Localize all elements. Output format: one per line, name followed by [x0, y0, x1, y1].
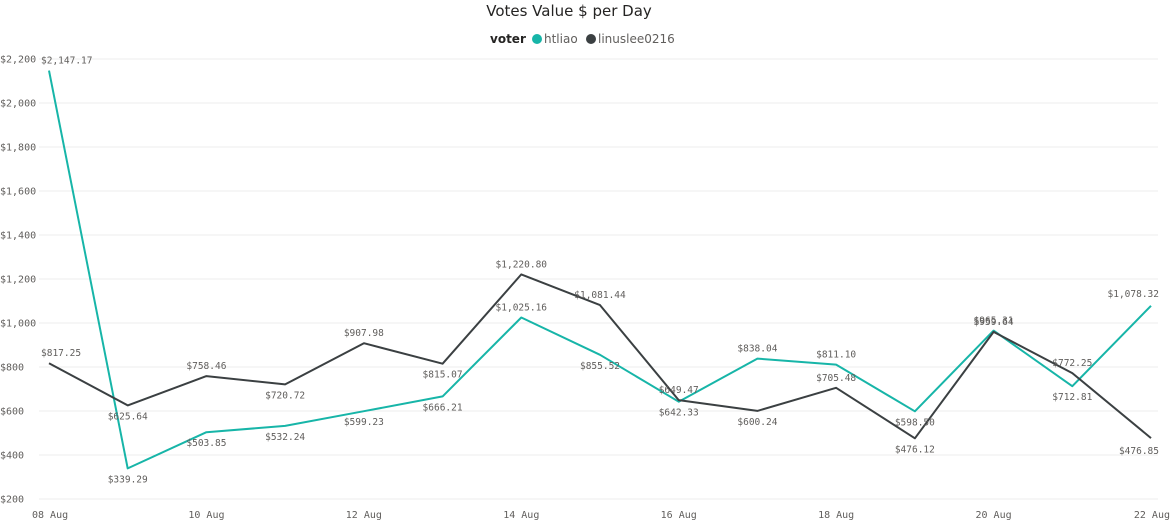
data-label-linuslee0216: $1,220.80 [496, 259, 548, 270]
series-line-htliao[interactable] [48, 70, 1152, 470]
data-label-linuslee0216: $720.72 [265, 390, 305, 401]
y-tick-label: $400 [0, 451, 24, 462]
data-labels: $2,147.17 $339.29 $503.85 $532.24 $599.23 $66… [41, 56, 1159, 486]
y-tick-label: $1,000 [0, 319, 36, 330]
gridlines [39, 58, 1158, 500]
data-label-htliao: $855.52 [580, 361, 620, 372]
legend-marker-htliao [532, 34, 542, 44]
data-label-htliao: $712.81 [1052, 392, 1092, 403]
data-label-linuslee0216: $600.24 [737, 417, 777, 428]
data-label-linuslee0216: $959.64 [974, 317, 1014, 328]
x-axis-ticks: 08 Aug 10 Aug 12 Aug 14 Aug 16 Aug 18 Aug 20 A… [32, 510, 1170, 521]
data-label-linuslee0216: $476.85 [1119, 446, 1159, 457]
data-label-htliao: $1,025.16 [496, 302, 548, 313]
y-tick-label: $1,800 [0, 143, 36, 154]
data-label-linuslee0216: $1,081.44 [574, 290, 626, 301]
data-label-htliao: $598.50 [895, 417, 935, 428]
x-tick-label: 12 Aug [346, 510, 382, 521]
y-tick-label: $1,600 [0, 187, 36, 198]
data-label-htliao: $811.10 [816, 350, 856, 361]
y-tick-label: $1,400 [0, 231, 36, 242]
x-tick-label: 08 Aug [32, 510, 68, 521]
data-label-linuslee0216: $705.48 [816, 373, 856, 384]
legend-item-htliao[interactable]: htliao [532, 32, 578, 46]
data-label-htliao: $532.24 [265, 432, 305, 443]
data-label-htliao: $599.23 [344, 417, 384, 428]
data-label-linuslee0216: $649.47 [659, 385, 699, 396]
x-tick-label: 20 Aug [976, 510, 1012, 521]
data-label-linuslee0216: $817.25 [41, 348, 81, 359]
y-tick-label: $800 [0, 363, 24, 374]
legend-item-linuslee0216[interactable]: linuslee0216 [586, 32, 675, 46]
data-label-linuslee0216: $815.07 [423, 370, 463, 381]
data-label-linuslee0216: $476.12 [895, 444, 935, 455]
legend[interactable]: voter htliao linuslee0216 [490, 32, 675, 46]
legend-marker-linuslee0216 [586, 34, 596, 44]
data-label-htliao: $965.31 [974, 316, 1014, 327]
data-label-htliao: $339.29 [108, 474, 148, 485]
data-label-linuslee0216: $758.46 [186, 361, 226, 372]
x-tick-label: 14 Aug [503, 510, 539, 521]
series-line-linuslee0216[interactable] [48, 273, 1152, 440]
legend-title: voter [490, 32, 526, 46]
x-tick-label: 18 Aug [818, 510, 854, 521]
y-axis-ticks: $200 $400 $600 $800 $1,000 $1,200 $1,400 $1,600… [0, 55, 36, 506]
chart-title: Votes Value $ per Day [486, 2, 652, 20]
data-label-htliao: $2,147.17 [41, 56, 92, 67]
data-label-linuslee0216: $772.25 [1052, 358, 1092, 369]
x-tick-label: 10 Aug [188, 510, 224, 521]
y-tick-label: $2,000 [0, 99, 36, 110]
data-label-htliao: $1,078.32 [1108, 289, 1159, 300]
data-label-htliao: $838.04 [737, 344, 777, 355]
y-tick-label: $200 [0, 495, 24, 506]
data-label-htliao: $642.33 [659, 408, 699, 419]
y-tick-label: $2,200 [0, 55, 36, 66]
x-tick-label: 16 Aug [661, 510, 697, 521]
data-label-htliao: $666.21 [423, 402, 463, 413]
series-lines [48, 70, 1152, 470]
data-label-htliao: $503.85 [186, 438, 226, 449]
x-tick-label: 22 Aug [1134, 510, 1170, 521]
legend-label-htliao: htliao [544, 32, 578, 46]
y-tick-label: $1,200 [0, 275, 36, 286]
data-label-linuslee0216: $625.64 [108, 411, 148, 422]
legend-label-linuslee0216: linuslee0216 [598, 32, 675, 46]
data-label-linuslee0216: $907.98 [344, 328, 384, 339]
y-tick-label: $600 [0, 407, 24, 418]
